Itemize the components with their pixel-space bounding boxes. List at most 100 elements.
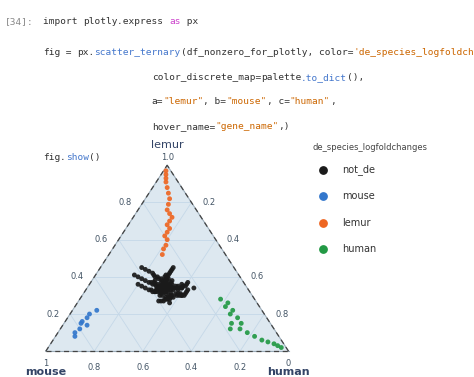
- Point: [178, 281, 185, 287]
- Point: [161, 281, 169, 287]
- Point: [149, 281, 156, 287]
- Point: [217, 296, 224, 302]
- Point: [161, 289, 169, 295]
- Point: [131, 272, 138, 278]
- Text: "human": "human": [290, 97, 330, 106]
- Point: [151, 274, 159, 280]
- Text: , c=: , c=: [267, 97, 290, 106]
- Point: [178, 285, 185, 291]
- Text: de_species_logfoldchanges: de_species_logfoldchanges: [313, 143, 428, 152]
- Text: [34]:: [34]:: [5, 17, 34, 26]
- Text: 0.8: 0.8: [275, 310, 289, 319]
- Point: [158, 293, 166, 299]
- Text: plotly: plotly: [83, 17, 118, 26]
- Text: scatter_ternary: scatter_ternary: [94, 49, 181, 57]
- Point: [164, 274, 171, 280]
- Point: [158, 281, 166, 287]
- Point: [166, 196, 173, 202]
- Text: "lemur": "lemur": [163, 97, 203, 106]
- Point: [150, 272, 158, 278]
- Point: [154, 274, 161, 280]
- Point: [244, 329, 251, 336]
- Point: [162, 242, 170, 248]
- Point: [178, 285, 185, 291]
- Point: [158, 285, 166, 291]
- Point: [86, 311, 93, 317]
- Point: [161, 274, 169, 280]
- Point: [162, 283, 170, 289]
- Point: [178, 293, 185, 299]
- Point: [167, 283, 174, 289]
- Point: [319, 247, 326, 253]
- Text: lemur: lemur: [151, 140, 183, 150]
- Point: [168, 214, 176, 220]
- Text: mouse: mouse: [25, 367, 66, 377]
- Point: [161, 277, 169, 284]
- Point: [154, 285, 161, 291]
- Point: [174, 283, 182, 289]
- Point: [162, 172, 170, 178]
- Point: [166, 293, 173, 299]
- Point: [151, 277, 159, 284]
- Point: [158, 289, 166, 295]
- Point: [173, 293, 181, 299]
- Text: not_de: not_de: [342, 164, 375, 175]
- Text: .: .: [60, 153, 66, 162]
- Point: [164, 229, 171, 235]
- Point: [162, 272, 170, 278]
- Point: [161, 296, 169, 302]
- Polygon shape: [46, 165, 289, 351]
- Point: [164, 277, 171, 284]
- Point: [169, 294, 177, 300]
- Point: [183, 281, 191, 287]
- Text: "gene_name": "gene_name": [215, 122, 278, 131]
- Point: [145, 279, 153, 285]
- Point: [228, 320, 235, 326]
- Point: [134, 281, 142, 287]
- Point: [157, 291, 165, 297]
- Text: 0.6: 0.6: [136, 363, 149, 372]
- Point: [222, 303, 229, 310]
- Point: [251, 333, 258, 339]
- Point: [224, 300, 232, 306]
- Point: [77, 320, 85, 326]
- Point: [168, 277, 176, 284]
- Point: [154, 281, 161, 287]
- Point: [145, 287, 153, 293]
- Text: fig: fig: [43, 153, 60, 162]
- Point: [168, 267, 176, 273]
- Point: [270, 341, 278, 347]
- Point: [229, 307, 237, 313]
- Point: [157, 298, 165, 304]
- Point: [161, 289, 169, 295]
- Point: [71, 329, 79, 336]
- Point: [162, 291, 170, 297]
- Point: [164, 296, 171, 302]
- Point: [147, 279, 155, 285]
- Text: 0.8: 0.8: [88, 363, 101, 372]
- Point: [179, 283, 187, 289]
- Point: [182, 291, 189, 297]
- Point: [166, 225, 173, 231]
- Point: [277, 345, 285, 351]
- Point: [157, 287, 165, 293]
- Point: [158, 277, 166, 284]
- Point: [162, 279, 170, 285]
- Point: [227, 311, 234, 317]
- Text: 'de_species_logfoldchanges': 'de_species_logfoldchanges': [353, 49, 474, 57]
- Point: [164, 281, 171, 287]
- Text: color_discrete_map=: color_discrete_map=: [152, 73, 261, 82]
- Point: [168, 281, 176, 287]
- Point: [174, 287, 182, 293]
- Point: [167, 287, 174, 293]
- Text: fig: fig: [43, 49, 60, 57]
- Point: [190, 285, 198, 291]
- Point: [162, 294, 170, 300]
- Point: [71, 333, 79, 339]
- Text: 0.6: 0.6: [251, 272, 264, 281]
- Point: [178, 293, 185, 299]
- Point: [138, 265, 146, 271]
- Point: [142, 285, 149, 291]
- Point: [93, 307, 100, 313]
- Text: 0.2: 0.2: [46, 310, 59, 319]
